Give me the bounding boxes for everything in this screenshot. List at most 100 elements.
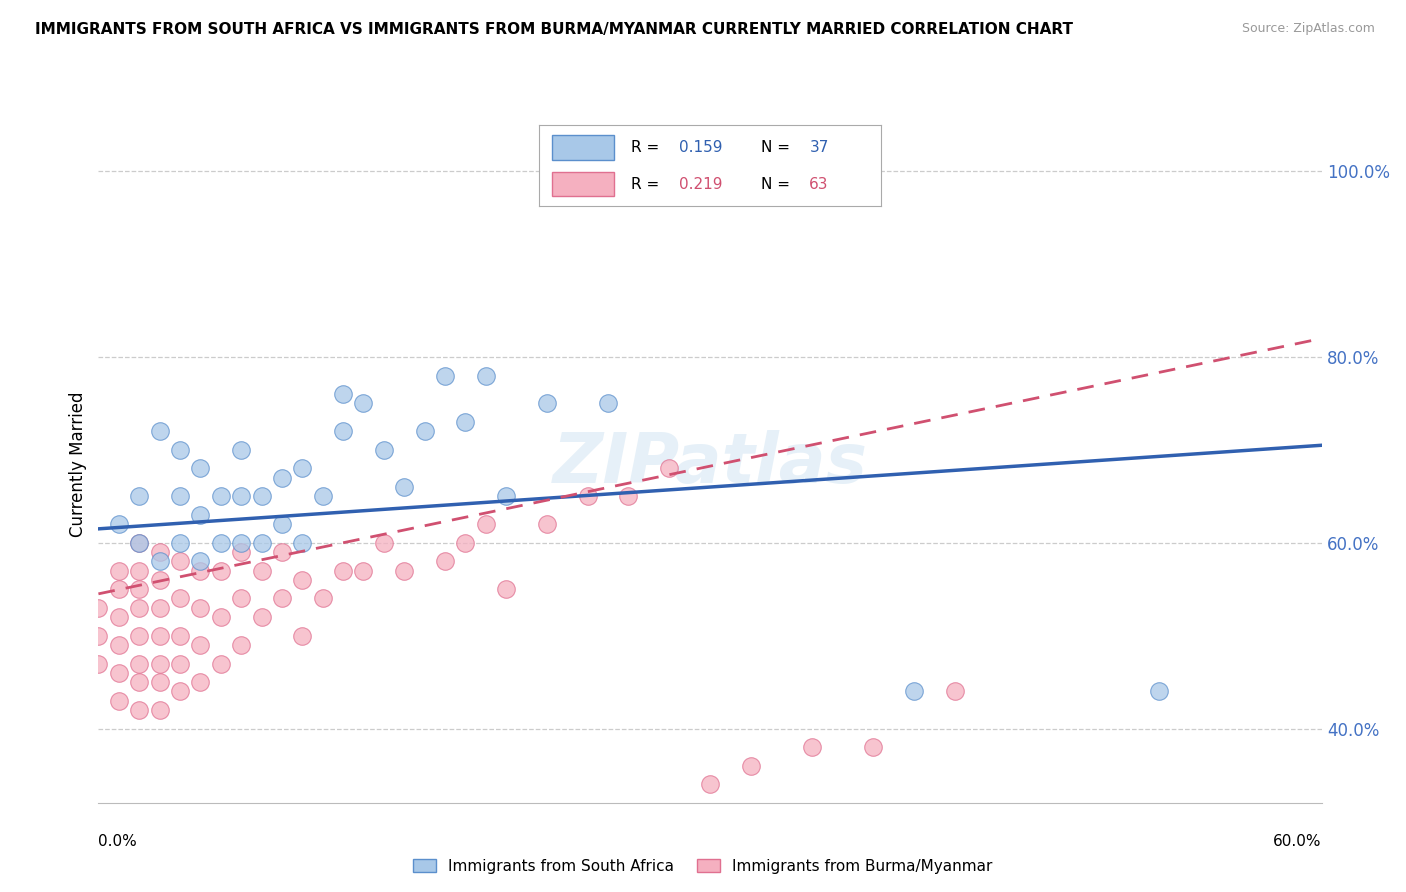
Point — [352, 564, 374, 578]
Point — [209, 489, 232, 503]
Point — [209, 564, 232, 578]
Point — [188, 638, 212, 652]
Point — [128, 629, 150, 643]
Point — [373, 442, 395, 457]
Point — [128, 535, 150, 549]
Point — [270, 517, 294, 532]
Point — [231, 638, 253, 652]
Point — [332, 387, 354, 401]
Point — [454, 415, 477, 429]
Point — [169, 591, 191, 606]
Point — [108, 693, 131, 707]
Point — [352, 396, 374, 410]
Text: ZIPatlas: ZIPatlas — [553, 430, 868, 498]
Point — [108, 610, 131, 624]
Point — [149, 554, 172, 568]
Point — [231, 591, 253, 606]
Point — [413, 425, 436, 439]
Point — [231, 442, 253, 457]
Point — [312, 489, 335, 503]
Point — [801, 740, 824, 755]
Point — [495, 582, 517, 597]
Point — [1147, 684, 1170, 698]
Point — [128, 703, 150, 717]
Point — [495, 489, 517, 503]
Y-axis label: Currently Married: Currently Married — [69, 391, 87, 537]
Point — [188, 554, 212, 568]
Point — [188, 675, 212, 690]
Point — [149, 703, 172, 717]
Point — [169, 554, 191, 568]
Point — [250, 564, 273, 578]
Point — [87, 629, 110, 643]
Point — [250, 535, 273, 549]
Point — [536, 396, 558, 410]
Point — [108, 638, 131, 652]
Point — [128, 535, 150, 549]
Point — [128, 489, 150, 503]
Point — [169, 629, 191, 643]
Point — [392, 480, 416, 494]
Point — [291, 461, 314, 475]
Point — [740, 758, 762, 772]
Point — [169, 442, 191, 457]
Point — [332, 564, 354, 578]
Point — [699, 777, 721, 791]
Point — [108, 582, 131, 597]
Point — [149, 573, 172, 587]
Point — [108, 517, 131, 532]
Point — [128, 582, 150, 597]
Point — [149, 675, 172, 690]
Point — [128, 600, 150, 615]
Point — [188, 508, 212, 522]
Point — [454, 535, 477, 549]
Point — [576, 489, 599, 503]
Point — [188, 600, 212, 615]
Point — [291, 535, 314, 549]
Point — [128, 675, 150, 690]
Point — [434, 554, 457, 568]
Point — [250, 610, 273, 624]
Point — [231, 489, 253, 503]
Text: 0.0%: 0.0% — [98, 834, 138, 849]
Point — [209, 657, 232, 671]
Point — [149, 545, 172, 559]
Point — [658, 461, 681, 475]
Point — [903, 684, 925, 698]
Point — [291, 629, 314, 643]
Point — [169, 657, 191, 671]
Point — [536, 517, 558, 532]
Point — [169, 684, 191, 698]
Point — [108, 665, 131, 680]
Point — [291, 573, 314, 587]
Point — [231, 545, 253, 559]
Point — [128, 564, 150, 578]
Point — [169, 535, 191, 549]
Point — [617, 489, 640, 503]
Point — [209, 535, 232, 549]
Point — [270, 591, 294, 606]
Point — [474, 517, 498, 532]
Point — [474, 368, 498, 383]
Point — [250, 489, 273, 503]
Point — [188, 564, 212, 578]
Point — [392, 564, 416, 578]
Point — [87, 600, 110, 615]
Point — [209, 610, 232, 624]
Point — [332, 425, 354, 439]
Point — [231, 535, 253, 549]
Point — [188, 461, 212, 475]
Point — [149, 425, 172, 439]
Legend: Immigrants from South Africa, Immigrants from Burma/Myanmar: Immigrants from South Africa, Immigrants… — [408, 853, 998, 880]
Text: Source: ZipAtlas.com: Source: ZipAtlas.com — [1241, 22, 1375, 36]
Point — [169, 489, 191, 503]
Text: IMMIGRANTS FROM SOUTH AFRICA VS IMMIGRANTS FROM BURMA/MYANMAR CURRENTLY MARRIED : IMMIGRANTS FROM SOUTH AFRICA VS IMMIGRAN… — [35, 22, 1073, 37]
Point — [87, 657, 110, 671]
Point — [270, 545, 294, 559]
Point — [943, 684, 966, 698]
Point — [149, 629, 172, 643]
Point — [270, 471, 294, 485]
Point — [373, 535, 395, 549]
Point — [434, 368, 457, 383]
Point — [128, 657, 150, 671]
